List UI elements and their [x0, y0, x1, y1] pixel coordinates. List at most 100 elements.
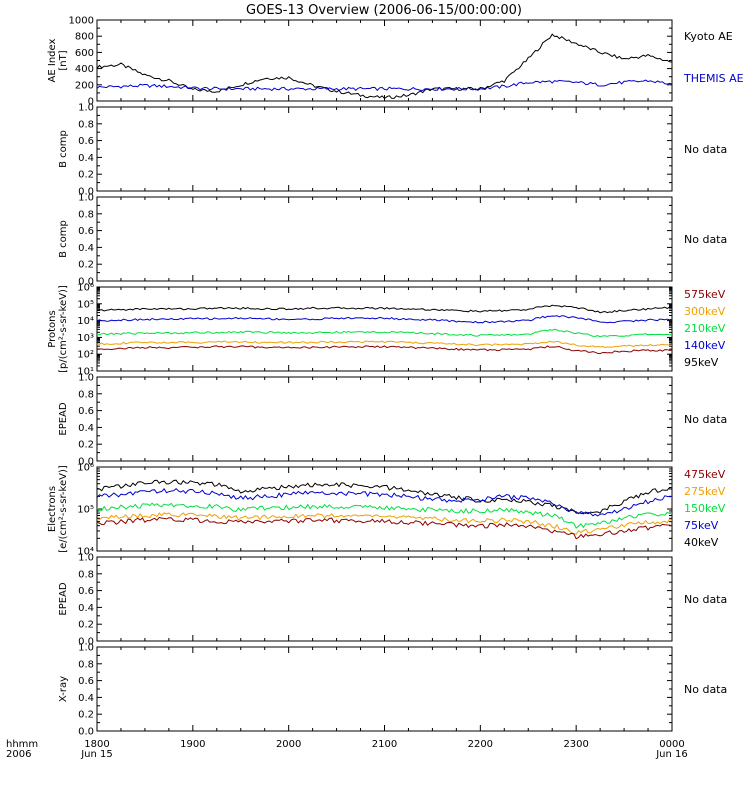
y-tick-label: 0.0 [78, 637, 94, 648]
x-tick-label: 2000 [276, 739, 301, 750]
y-tick-label: 10⁵ [77, 505, 94, 516]
panel-ae: 0 200 400 600 800 1000 AE Index [nT] Kyoto AE THE… [47, 16, 744, 108]
panel-frame [96, 286, 673, 372]
y-tick-label: 0.2 [78, 710, 94, 721]
legend-entry: 475keV [684, 468, 726, 481]
y-tick-label: 0.6 [78, 406, 94, 417]
y-axis-label: [p/(cm²-s-sr-keV)] [58, 285, 69, 373]
legend-entry: 210keV [684, 322, 726, 335]
legend-entry: THEMIS AE [683, 72, 744, 85]
x-tick-sublabel: Jun 16 [655, 749, 688, 760]
x-tick-label: 2300 [563, 739, 588, 750]
y-axis-label: [nT] [58, 50, 69, 70]
series-line [97, 340, 672, 348]
y-tick-label: 0.2 [78, 260, 94, 271]
y-tick-label: 0.4 [78, 693, 94, 704]
x-tick-label: 2200 [468, 739, 493, 750]
y-tick-label: 0.4 [78, 603, 94, 614]
y-tick-label: 1.0 [78, 103, 94, 114]
series-line [97, 315, 672, 324]
y-tick-label: 1.0 [78, 373, 94, 384]
x-axis-row2-label: 2006 [6, 749, 31, 760]
y-tick-label: 10⁴ [77, 547, 94, 558]
legend-entry: 300keV [684, 305, 726, 318]
y-tick-label: 10² [77, 350, 94, 361]
y-axis-label: [e/(cm²-s-sr-keV)] [58, 465, 69, 553]
legend-entry: Kyoto AE [684, 30, 733, 43]
y-tick-label: 800 [75, 32, 94, 43]
y-tick-label: 0.6 [78, 136, 94, 147]
y-tick-label: 0.2 [78, 170, 94, 181]
y-tick-label: 10⁵ [77, 299, 94, 310]
legend-entry: 150keV [684, 502, 726, 515]
series-group [97, 479, 672, 540]
no-data-label: No data [684, 233, 727, 246]
panel-bcomp1: 0.0 0.2 0.4 0.6 0.8 1.0 B comp No data [58, 103, 727, 198]
series-line [97, 502, 672, 529]
y-axis-label: AE Index [47, 38, 58, 82]
y-axis-label: X-ray [58, 676, 69, 702]
series-line [97, 479, 672, 515]
y-tick-label: 10¹ [77, 367, 94, 378]
y-tick-label: 600 [75, 48, 94, 59]
series-group [97, 33, 672, 100]
legend-entry: 95keV [684, 356, 719, 369]
y-tick-label: 0.0 [78, 457, 94, 468]
y-tick-label: 200 [75, 80, 94, 91]
y-tick-label: 400 [75, 64, 94, 75]
y-tick-label: 0.6 [78, 586, 94, 597]
no-data-label: No data [684, 593, 727, 606]
panel-epead1: 0.0 0.2 0.4 0.6 0.8 1.0 EPEAD No data [58, 373, 727, 468]
y-tick-label: 0.2 [78, 440, 94, 451]
panel-frame [96, 556, 673, 642]
y-tick-label: 10⁴ [77, 316, 94, 327]
y-tick-label: 0.2 [78, 620, 94, 631]
y-tick-label: 0 [88, 97, 94, 108]
y-tick-label: 0.0 [78, 727, 94, 738]
y-tick-label: 0.6 [78, 676, 94, 687]
y-tick-label: 0.8 [78, 209, 94, 220]
series-line [97, 33, 672, 100]
y-axis-label: B comp [58, 220, 69, 258]
y-tick-label: 0.0 [78, 277, 94, 288]
legend-entry: 40keV [684, 536, 719, 549]
panel-frame [96, 106, 673, 192]
y-tick-label: 0.4 [78, 153, 94, 164]
panel-electrons: 10⁴ 10⁵ 10⁶ Electrons [e/(cm²-s-sr-keV)] 475k… [47, 463, 726, 558]
no-data-label: No data [684, 413, 727, 426]
series-line [97, 328, 672, 338]
panel-frame [96, 646, 673, 732]
series-line [97, 487, 672, 517]
panel-epead2: 0.0 0.2 0.4 0.6 0.8 1.0 EPEAD No data [58, 553, 727, 648]
y-tick-label: 10⁶ [77, 283, 94, 294]
y-tick-label: 0.4 [78, 423, 94, 434]
no-data-label: No data [684, 683, 727, 696]
x-axis-row1-label: hhmm [6, 739, 38, 750]
y-tick-label: 0.6 [78, 226, 94, 237]
x-tick-label: 1800 [84, 739, 109, 750]
y-axis-label: B comp [58, 130, 69, 168]
y-axis-label: EPEAD [58, 402, 69, 436]
series-group [97, 304, 672, 355]
y-axis-label: Protons [47, 310, 58, 347]
y-tick-label: 0.4 [78, 243, 94, 254]
legend-entry: 140keV [684, 339, 726, 352]
x-tick-label: 1900 [180, 739, 205, 750]
x-tick-label: 0000 [659, 739, 684, 750]
series-line [97, 345, 672, 355]
y-tick-label: 0.8 [78, 659, 94, 670]
panels: 0 200 400 600 800 1000 AE Index [nT] Kyoto AE THE… [47, 16, 744, 738]
y-axis-label: EPEAD [58, 582, 69, 616]
series-line [97, 512, 672, 535]
series-line [97, 516, 672, 540]
y-tick-label: 0.8 [78, 569, 94, 580]
y-axis-label: Electrons [47, 486, 58, 532]
series-line [97, 304, 672, 314]
x-tick-sublabel: Jun 15 [80, 749, 113, 760]
figure-title: GOES-13 Overview (2006-06-15/00:00:00) [246, 3, 522, 18]
y-tick-label: 1.0 [78, 193, 94, 204]
x-tick-label: 2100 [372, 739, 397, 750]
legend-entry: 275keV [684, 485, 726, 498]
panel-frame [96, 196, 673, 282]
